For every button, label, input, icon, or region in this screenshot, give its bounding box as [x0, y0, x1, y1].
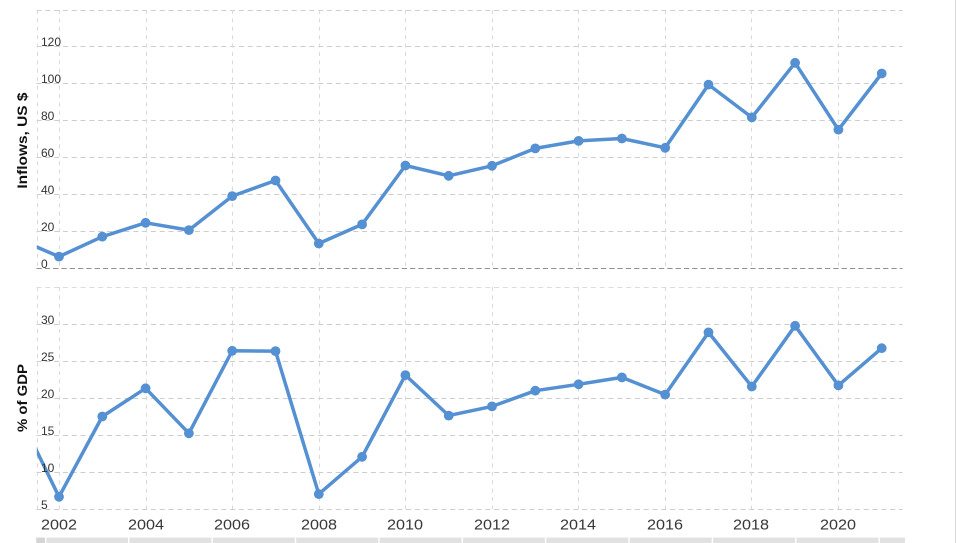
svg-text:2008: 2008: [301, 517, 337, 534]
svg-text:Inflows, US $: Inflows, US $: [14, 92, 30, 188]
svg-text:0: 0: [41, 257, 48, 271]
svg-text:10: 10: [41, 461, 55, 475]
svg-text:2018: 2018: [733, 517, 769, 534]
svg-text:2002: 2002: [41, 517, 77, 534]
svg-text:% of GDP: % of GDP: [14, 364, 30, 432]
svg-text:25: 25: [41, 350, 55, 364]
svg-text:2016: 2016: [647, 517, 683, 534]
svg-text:2012: 2012: [474, 517, 510, 534]
svg-text:2010: 2010: [387, 517, 423, 534]
svg-text:2006: 2006: [214, 517, 250, 534]
svg-text:2014: 2014: [560, 517, 596, 534]
svg-text:2020: 2020: [820, 517, 856, 534]
svg-text:5: 5: [41, 498, 48, 512]
svg-text:80: 80: [41, 109, 55, 123]
svg-text:100: 100: [41, 72, 61, 86]
svg-text:120: 120: [41, 35, 61, 49]
svg-text:30: 30: [41, 313, 55, 327]
svg-text:2004: 2004: [128, 517, 164, 534]
svg-text:40: 40: [41, 183, 55, 197]
svg-text:60: 60: [41, 146, 55, 160]
svg-text:20: 20: [41, 220, 55, 234]
svg-text:15: 15: [41, 424, 55, 438]
svg-text:20: 20: [41, 387, 55, 401]
